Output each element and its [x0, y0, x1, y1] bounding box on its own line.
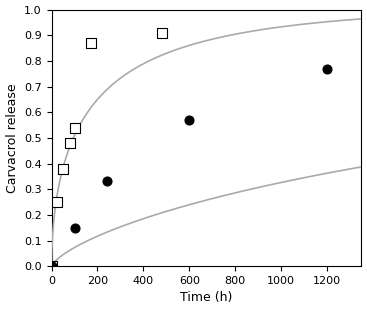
X-axis label: Time (h): Time (h) — [180, 291, 233, 304]
Point — [88, 40, 94, 45]
Point — [72, 225, 77, 230]
Point — [72, 125, 77, 130]
Y-axis label: Carvacrol release: Carvacrol release — [6, 83, 19, 193]
Point — [60, 166, 66, 171]
Point — [67, 140, 73, 145]
Point — [49, 264, 55, 269]
Point — [54, 200, 60, 205]
Point — [186, 117, 192, 122]
Point — [104, 179, 110, 184]
Point — [324, 66, 330, 71]
Point — [49, 264, 55, 269]
Point — [159, 30, 165, 35]
